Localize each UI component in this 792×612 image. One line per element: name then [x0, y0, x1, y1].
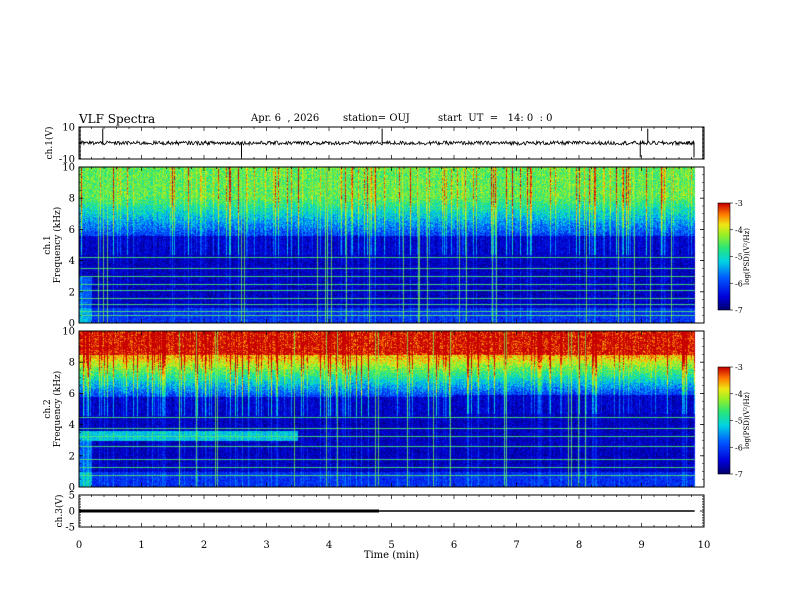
start-time-label: start UT = 14: 0 : 0: [438, 113, 553, 124]
ch3-waveform-ylabel: ch.3(V): [54, 495, 65, 528]
ch1-spec-y-tick-label: 2: [69, 287, 75, 298]
x-tick-label: 1: [138, 540, 144, 551]
x-tick-label: 7: [513, 540, 519, 551]
station-label: station= OUJ: [343, 113, 410, 124]
ch2-spec-y-tick-label: 6: [69, 389, 75, 400]
ch1-colorbar-gradient: [718, 203, 730, 310]
x-tick-label: 4: [326, 540, 332, 551]
x-tick-label: 10: [698, 540, 711, 551]
ch1-colorbar-tick-label: -7: [735, 306, 743, 315]
ch1-wave-y-tick-label: 10: [62, 123, 75, 134]
ch2-colorbar-tick-label: -5: [735, 417, 743, 426]
ch2-spectrogram-ylabel-units: Frequency (kHz): [52, 371, 63, 448]
x-tick-label: 8: [576, 540, 582, 551]
ch1-colorbar-tick-label: -4: [735, 226, 743, 235]
ch2-spec-y-tick-label: 0: [69, 483, 75, 494]
ch3-wave-y-tick-label: 0: [69, 507, 75, 518]
chart-title: VLF Spectra: [79, 112, 156, 126]
ch1-spec-y-tick-label: 0: [69, 319, 75, 330]
ch2-colorbar-tick-label: -4: [735, 390, 743, 399]
ch1-wave-y-tick-label: -10: [59, 155, 75, 166]
x-tick-label: 2: [201, 540, 207, 551]
ch1-spec-y-tick-label: 6: [69, 225, 75, 236]
ch2-spectrogram-ylabel-channel: ch.2: [43, 399, 53, 418]
ch1-waveform-line: [78, 139, 695, 147]
ch2-colorbar-tick-label: -6: [735, 443, 743, 452]
ch2-spec-y-tick-label: 2: [69, 451, 75, 462]
ch1-colorbar-tick-label: -3: [735, 199, 743, 208]
ch1-spectrogram-ylabel-units: Frequency (kHz): [52, 207, 63, 284]
ch2-spec-y-tick-label: 10: [62, 327, 75, 338]
ch3-wave-y-tick-label: -5: [65, 523, 75, 534]
ch2-colorbar-tick-label: -3: [735, 363, 743, 372]
x-tick-label: 0: [76, 540, 82, 551]
x-tick-label: 3: [263, 540, 269, 551]
ch1-colorbar-tick-label: -6: [735, 279, 743, 288]
ch1-spectrogram-ylabel-channel: ch.1: [43, 235, 53, 254]
ch2-colorbar-tick-label: -7: [735, 470, 743, 479]
ch2-colorbar-label: log(PSD)(V²/Hz): [743, 392, 751, 449]
ch1-spec-y-tick-label: 8: [69, 194, 75, 205]
ch1-spec-y-tick-label: 10: [62, 163, 75, 174]
x-axis-label: Time (min): [364, 550, 419, 561]
ch2-spec-y-tick-label: 4: [69, 420, 75, 431]
x-tick-label: 6: [451, 540, 457, 551]
ch1-spec-y-tick-label: 4: [69, 256, 75, 267]
ch1-waveform-ylabel: ch.1(V): [44, 127, 55, 160]
ch1-spectrogram-image: [79, 167, 704, 323]
date-label: Apr. 6 , 2026: [251, 113, 320, 124]
ch1-colorbar-label: log(PSD)(V²/Hz): [743, 228, 751, 285]
x-tick-label: 9: [638, 540, 644, 551]
ch2-colorbar-gradient: [718, 367, 730, 474]
ch2-spectrogram-image: [79, 331, 704, 487]
x-tick-label: 5: [388, 540, 394, 551]
ch1-colorbar-tick-label: -5: [735, 253, 743, 262]
ch3-wave-y-tick-label: 5: [69, 491, 75, 502]
ch2-spec-y-tick-label: 8: [69, 358, 75, 369]
